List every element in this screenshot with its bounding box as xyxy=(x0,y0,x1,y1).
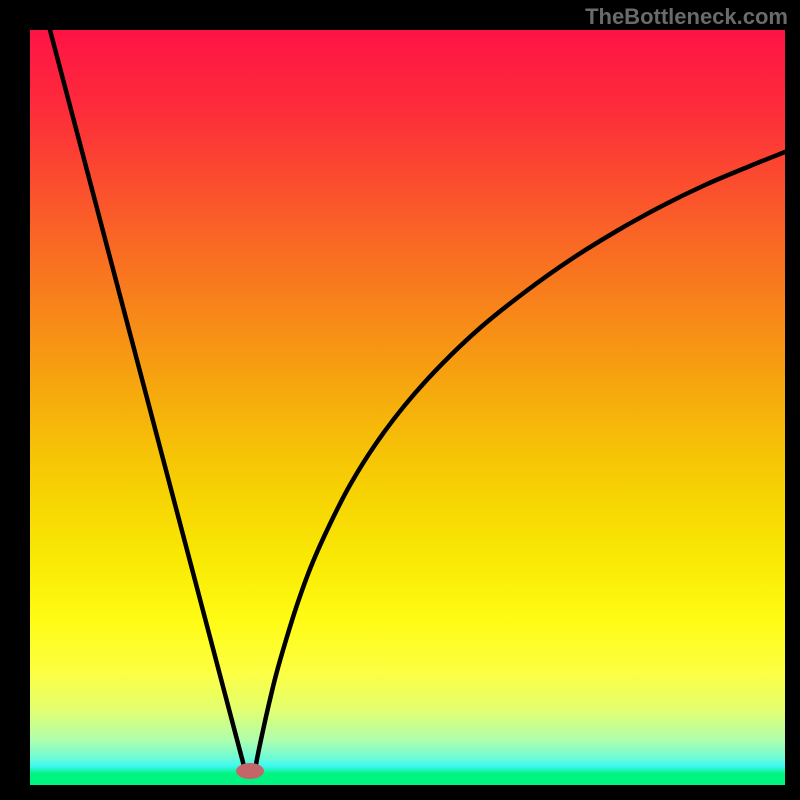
minimum-marker xyxy=(236,763,264,779)
plot-area xyxy=(30,30,785,785)
bottleneck-curve xyxy=(30,30,785,785)
chart-container: TheBottleneck.com xyxy=(0,0,800,800)
watermark-text: TheBottleneck.com xyxy=(585,4,788,30)
